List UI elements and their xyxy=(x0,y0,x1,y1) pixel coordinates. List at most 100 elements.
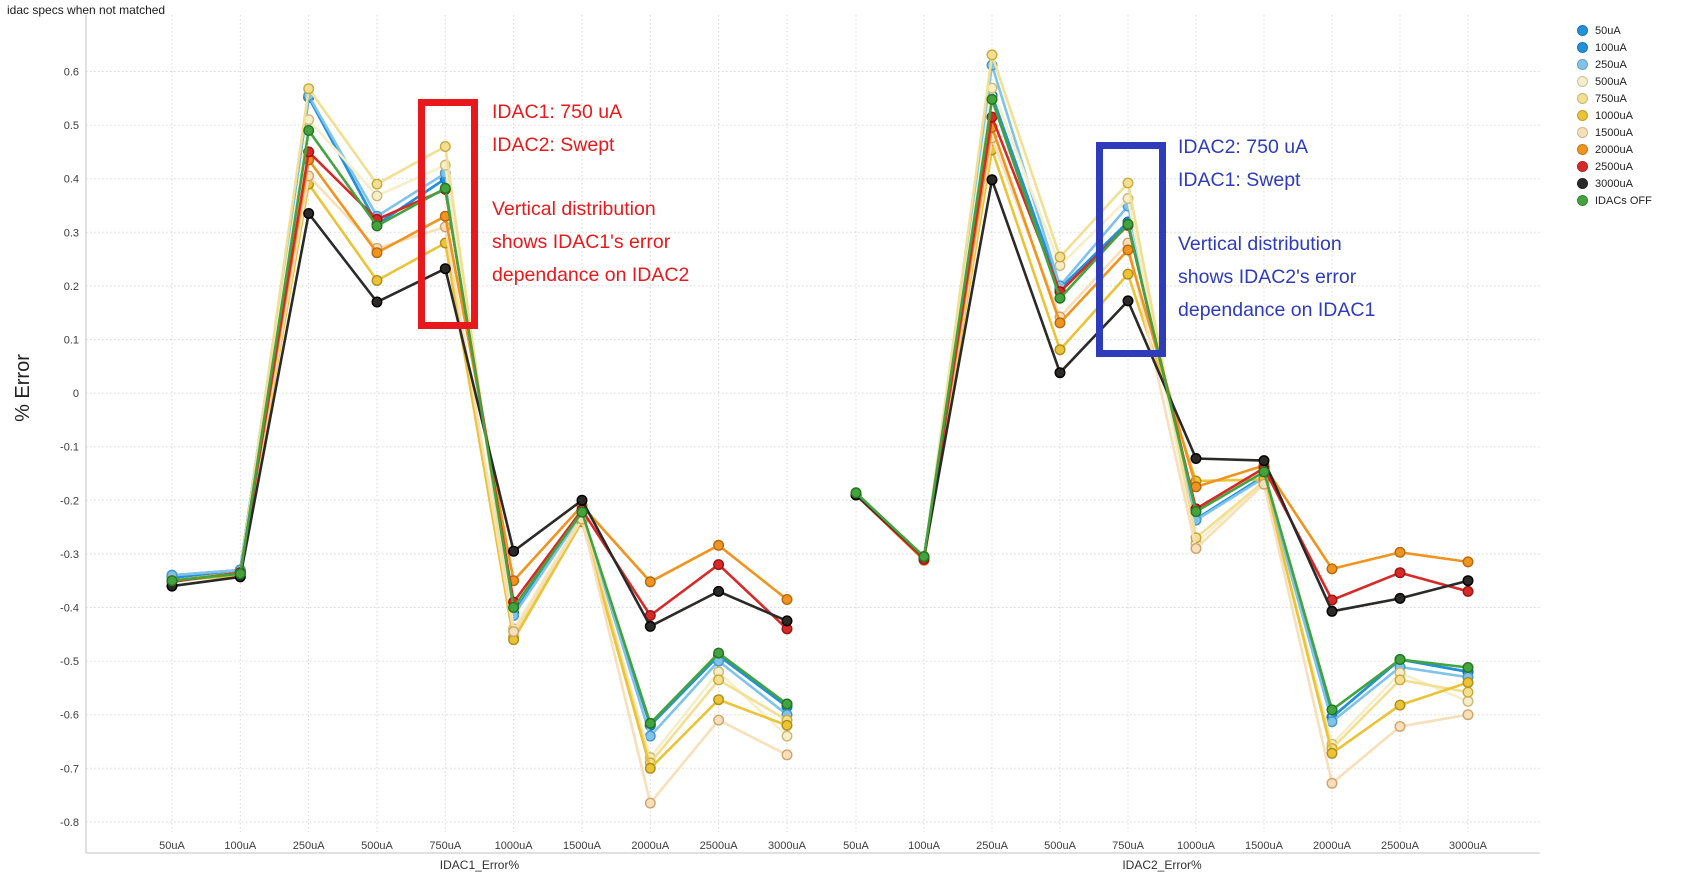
data-point xyxy=(1122,177,1134,189)
x-tick-label: 100uA xyxy=(224,840,256,852)
legend-item-label: 1500uA xyxy=(1595,126,1633,139)
legend-item-50ua[interactable]: 50uA xyxy=(1577,22,1652,39)
legend-swatch-icon xyxy=(1577,42,1588,53)
legend-item-2500ua[interactable]: 2500uA xyxy=(1577,158,1652,175)
data-point xyxy=(576,506,588,518)
x-tick-label: 250uA xyxy=(976,840,1008,852)
data-point xyxy=(781,749,793,761)
data-point xyxy=(1122,268,1134,280)
y-tick-label: -0.1 xyxy=(60,442,79,454)
data-point xyxy=(644,762,656,774)
data-point xyxy=(1190,543,1202,555)
legend-item-label: 2000uA xyxy=(1595,143,1633,156)
data-point xyxy=(1326,704,1338,716)
y-tick-label: -0.3 xyxy=(60,549,79,561)
annotation-line: IDAC2: 750 uA xyxy=(1178,136,1309,158)
legend-item-label: 2500uA xyxy=(1595,160,1633,173)
annotation-line: shows IDAC1's error xyxy=(492,231,671,253)
legend-item-label: 1000uA xyxy=(1595,109,1633,122)
x-tick-label: 250uA xyxy=(293,840,325,852)
y-tick-label: 0.3 xyxy=(64,227,79,239)
y-tick-label: 0.1 xyxy=(64,335,79,347)
data-point xyxy=(1054,292,1066,304)
series-line xyxy=(855,178,1469,613)
legend-swatch-icon xyxy=(1577,93,1588,104)
data-point xyxy=(439,182,451,194)
data-point xyxy=(1462,575,1474,587)
data-point xyxy=(1258,466,1270,478)
data-point xyxy=(1462,556,1474,568)
data-point xyxy=(576,494,588,506)
data-point xyxy=(644,620,656,632)
data-point xyxy=(1258,455,1270,467)
legend-item-3000ua[interactable]: 3000uA xyxy=(1577,175,1652,192)
legend-item-1000ua[interactable]: 1000uA xyxy=(1577,107,1652,124)
legend-item-100ua[interactable]: 100uA xyxy=(1577,39,1652,56)
axis-labels: 0.6 0.5 0.4 0.3 0.2 0.1 0 -0.1 -0.2 -0.3 -0.4 -0.5 -… xyxy=(60,67,1488,873)
series-idacs-off-panel-1 xyxy=(166,124,793,729)
data-point xyxy=(1122,295,1134,307)
legend-item-750ua[interactable]: 750uA xyxy=(1577,90,1652,107)
data-point xyxy=(644,717,656,729)
x-tick-label: 500uA xyxy=(361,840,393,852)
data-point xyxy=(439,263,451,275)
annotation-line: IDAC2: Swept xyxy=(492,134,615,156)
data-point xyxy=(439,140,451,152)
x-tick-label: 50uA xyxy=(159,840,185,852)
data-point xyxy=(508,602,520,614)
y-tick-label: 0 xyxy=(73,388,79,400)
legend-item-label: 3000uA xyxy=(1595,177,1633,190)
data-point xyxy=(1394,721,1406,733)
data-point xyxy=(1394,674,1406,686)
x-tick-label: 2500uA xyxy=(700,840,739,852)
data-point xyxy=(850,487,862,499)
data-point xyxy=(1326,747,1338,759)
y-tick-label: -0.5 xyxy=(60,656,79,668)
data-point xyxy=(1326,716,1338,728)
data-point xyxy=(986,93,998,105)
data-point xyxy=(713,585,725,597)
data-point xyxy=(1462,585,1474,597)
data-point xyxy=(508,626,520,638)
x-tick-label: 1500uA xyxy=(563,840,602,852)
x-tick-label: 50uA xyxy=(843,840,869,852)
legend-item-1500ua[interactable]: 1500uA xyxy=(1577,124,1652,141)
legend-swatch-icon xyxy=(1577,195,1588,206)
x-tick-label: 750uA xyxy=(429,840,461,852)
series-line xyxy=(855,98,1469,712)
data-point xyxy=(1394,592,1406,604)
legend-item-label: 500uA xyxy=(1595,75,1627,88)
annotation-idac1: IDAC1: 750 uA IDAC2: Swept Vertical dist… xyxy=(492,96,689,292)
data-point xyxy=(303,207,315,219)
data-point xyxy=(371,247,383,259)
legend-item-idacs-off[interactable]: IDACs OFF xyxy=(1577,192,1652,209)
y-tick-label: -0.4 xyxy=(60,603,79,615)
data-point xyxy=(1326,777,1338,789)
annotation-line: dependance on IDAC2 xyxy=(492,264,690,286)
x-tick-label: 750uA xyxy=(1112,840,1144,852)
data-point xyxy=(1462,709,1474,721)
annotation-line: Vertical distribution xyxy=(492,198,656,220)
x-tick-label: 2500uA xyxy=(1381,840,1420,852)
data-point xyxy=(781,698,793,710)
page-title: idac specs when not matched xyxy=(7,3,166,17)
x-tick-label: 500uA xyxy=(1044,840,1076,852)
data-point xyxy=(1326,605,1338,617)
data-point xyxy=(1394,567,1406,579)
legend-swatch-icon xyxy=(1577,127,1588,138)
y-tick-label: 0.2 xyxy=(64,281,79,293)
series-1500ua-panel-1 xyxy=(166,170,793,809)
data-point xyxy=(918,551,930,563)
legend-item-label: IDACs OFF xyxy=(1595,194,1652,207)
annotation-line: dependance on IDAC1 xyxy=(1178,299,1376,321)
data-point xyxy=(713,674,725,686)
legend-item-500ua[interactable]: 500uA xyxy=(1577,73,1652,90)
legend-item-2000ua[interactable]: 2000uA xyxy=(1577,141,1652,158)
legend-swatch-icon xyxy=(1577,76,1588,87)
x-tick-label: 3000uA xyxy=(1449,840,1488,852)
annotation-line: IDAC1: 750 uA xyxy=(492,101,623,123)
legend-item-250ua[interactable]: 250uA xyxy=(1577,56,1652,73)
x-tick-label: 2000uA xyxy=(631,840,670,852)
series-line xyxy=(171,129,788,725)
